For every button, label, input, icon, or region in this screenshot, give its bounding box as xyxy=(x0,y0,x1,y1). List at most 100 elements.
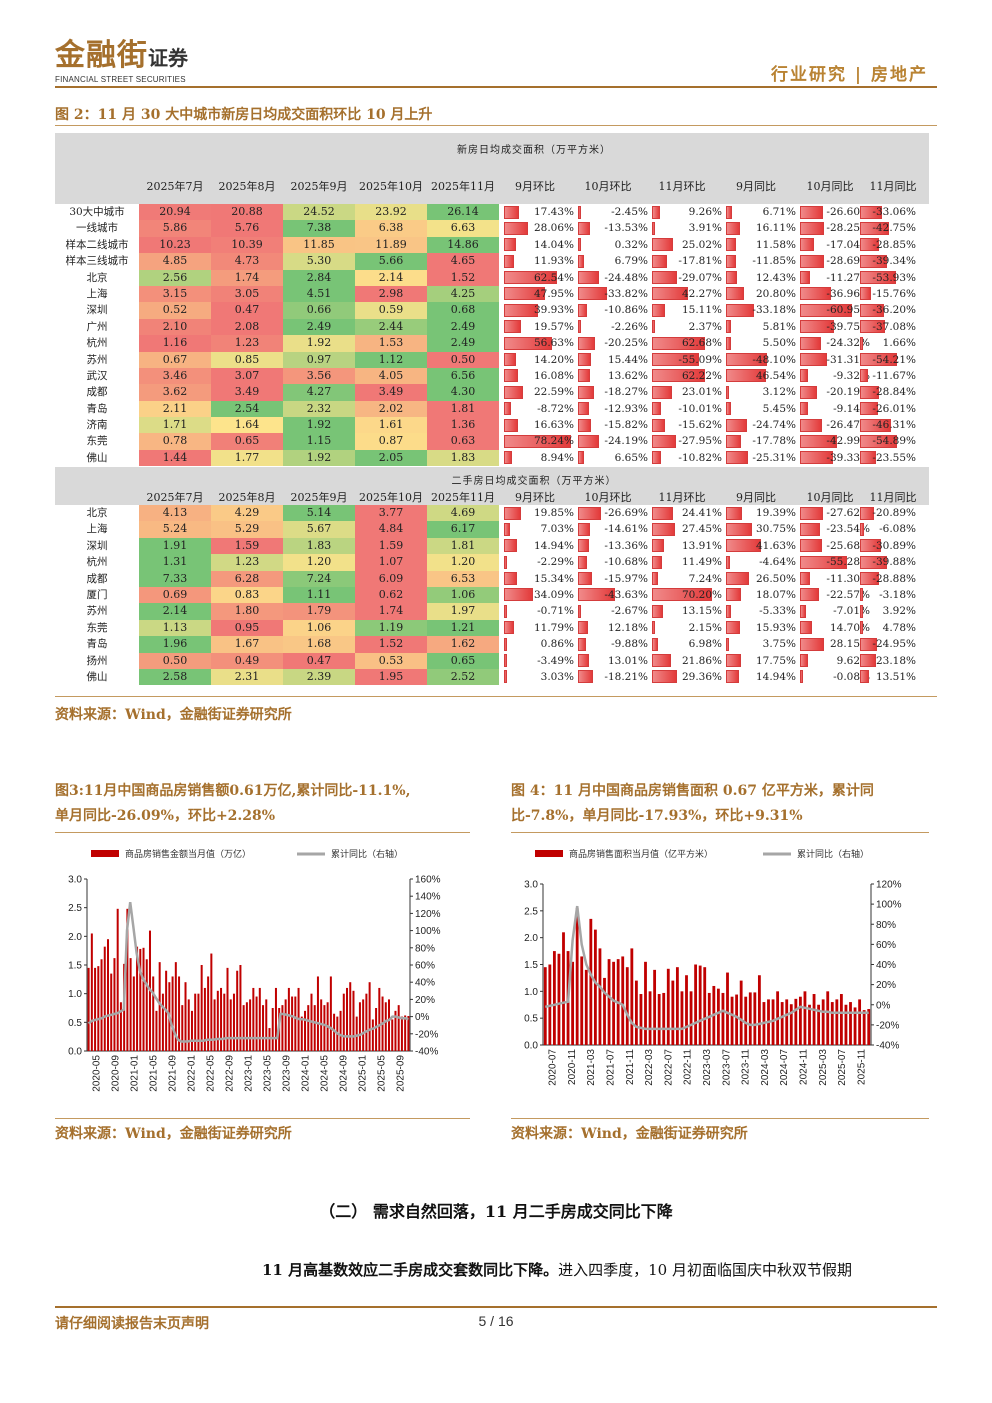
city-name: 一线城市 xyxy=(76,222,118,235)
pct-cell: -10.86% xyxy=(576,302,648,318)
column-header: 2025年9月 xyxy=(290,180,348,193)
pct-cell: 11.58% xyxy=(724,237,796,253)
pct-bar xyxy=(578,572,592,586)
pct-cell: -13.53% xyxy=(576,220,648,236)
table-row: 深圳 0.52 0.47 0.66 0.59 0.68 39.93% -10.86% 15.11… xyxy=(55,302,929,319)
city-name: 苏州 xyxy=(86,605,108,618)
fig2-source: 资料来源：Wind，金融街证券研究所 xyxy=(55,707,292,723)
bar xyxy=(404,1015,407,1051)
fig4-source: 资料来源：Wind，金融街证券研究所 xyxy=(511,1126,748,1142)
bar xyxy=(821,999,825,1045)
bar xyxy=(207,976,210,1051)
second-hand-group-title: 二手房日均成交面积（万平方米） xyxy=(451,476,617,487)
page-number: 5 / 16 xyxy=(478,1313,514,1329)
pct-cell: -36.96% xyxy=(798,286,870,302)
y-right-tick-label: 20% xyxy=(415,995,435,1006)
bar xyxy=(703,967,707,1045)
pct-text: 3.12% xyxy=(762,386,796,399)
pct-text: 6.71% xyxy=(762,206,796,218)
city-name: 东莞 xyxy=(86,435,108,448)
x-tick-label: 2024-05 xyxy=(320,1055,331,1092)
pct-text: -26.47% xyxy=(826,419,870,432)
x-tick-label: 2024-09 xyxy=(339,1055,350,1092)
new-house-group-title: 新房日均成交面积（万平方米） xyxy=(457,145,611,156)
pct-text: -33.82% xyxy=(604,287,648,300)
pct-text: -15.97% xyxy=(604,572,648,585)
bar xyxy=(397,1005,400,1051)
pct-text: -15.82% xyxy=(604,419,648,432)
pct-bar xyxy=(860,572,880,586)
bar xyxy=(339,1010,342,1051)
value-cell: 0.69 xyxy=(139,586,211,604)
bar xyxy=(307,1005,310,1051)
pct-bar xyxy=(504,221,528,235)
value-cell: 6.56 xyxy=(427,367,499,385)
bar xyxy=(242,1005,245,1051)
pct-cell: 13.51% xyxy=(858,669,916,685)
x-tick-label: 2024-11 xyxy=(798,1049,809,1085)
pct-cell: -6.08% xyxy=(858,521,916,537)
fig2-bottom-rule xyxy=(55,696,937,697)
fig3-title: 图3:11月中国商品房销售额0.61万亿,累计同比-11.1%, 单月同比-26… xyxy=(55,779,475,829)
para-text: 进入四季度，10 月初面临国庆中秋双节假期 xyxy=(558,1261,852,1279)
pct-cell: -28.88% xyxy=(858,571,916,587)
table-row: 青岛 1.96 1.67 1.68 1.52 1.62 0.86% -9.88% 6.98% 3.… xyxy=(55,636,929,653)
table-row: 扬州 0.50 0.49 0.47 0.53 0.65 -3.49% 13.01% 21.86%… xyxy=(55,652,929,669)
value-cell: 1.21 xyxy=(427,619,499,637)
pct-text: 47.95% xyxy=(533,287,574,300)
y-right-tick-label: 0% xyxy=(415,1012,430,1023)
pct-bar xyxy=(726,621,740,635)
value-cell: 3.07 xyxy=(211,367,283,385)
pct-cell: -23.54% xyxy=(798,521,870,537)
pct-bar xyxy=(652,254,668,268)
pct-bar xyxy=(578,621,589,635)
value-cell: 1.19 xyxy=(355,619,427,637)
value-cell: 26.14 xyxy=(427,204,499,221)
x-tick-label: 2023-09 xyxy=(282,1055,293,1092)
pct-bar xyxy=(800,221,824,235)
pct-cell: -24.74% xyxy=(724,417,796,433)
pct-cell: 70.20% xyxy=(650,587,722,603)
value-cell: 1.80 xyxy=(211,603,283,620)
pct-bar xyxy=(578,320,581,334)
bar xyxy=(158,962,161,1051)
pct-bar xyxy=(860,588,863,602)
bar xyxy=(685,975,688,1045)
pct-bar xyxy=(504,654,507,668)
value-cell: 2.52 xyxy=(427,668,499,686)
value-cell: 2.02 xyxy=(355,400,427,418)
pct-bar xyxy=(800,621,813,635)
bar xyxy=(557,953,561,1045)
table-row: 上海 5.24 5.29 5.67 4.84 6.17 7.03% -14.61% 27.45%… xyxy=(55,521,929,538)
value-cell: 5.76 xyxy=(211,220,283,237)
value-cell: 2.54 xyxy=(211,400,283,418)
pct-cell: -15.97% xyxy=(576,571,648,587)
pct-text: 14.20% xyxy=(533,353,574,366)
value-cell: 1.62 xyxy=(427,636,499,653)
pct-text: 19.57% xyxy=(533,320,574,333)
bar xyxy=(316,976,319,1051)
cumulative-yoy-line xyxy=(87,902,409,1043)
value-cell: 2.39 xyxy=(283,668,355,686)
y-right-tick-label: -40% xyxy=(415,1047,438,1058)
pct-cell: 6.98% xyxy=(650,636,722,652)
value-cell: 1.92 xyxy=(283,449,355,467)
table-row: 上海 3.15 3.05 4.51 2.98 4.25 47.95% -33.82% 42.27… xyxy=(55,285,929,303)
pct-text: -15.76% xyxy=(872,287,916,300)
value-cell: 2.14 xyxy=(139,603,211,620)
bar xyxy=(220,987,223,1051)
pct-text: 16.63% xyxy=(533,419,574,432)
bar xyxy=(300,1016,303,1051)
body-paragraph: 11 月高基数效应二手房成交套数同比下降。进入四季度，10 月初面临国庆中秋双节… xyxy=(262,1259,852,1280)
x-tick-label: 2021-01 xyxy=(130,1055,141,1092)
pct-text: -54.89% xyxy=(872,435,916,448)
pct-cell: -28.69% xyxy=(798,253,870,269)
pct-text: -20.25% xyxy=(604,337,648,350)
pct-cell: 5.50% xyxy=(724,335,796,351)
y-left-tick-label: 0.5 xyxy=(68,1018,82,1029)
y-left-tick-label: 1.5 xyxy=(524,960,538,971)
pct-cell: -10.68% xyxy=(576,554,648,570)
bar xyxy=(739,980,743,1045)
pct-cell: 13.62% xyxy=(576,368,648,384)
value-cell: 3.56 xyxy=(283,367,355,385)
